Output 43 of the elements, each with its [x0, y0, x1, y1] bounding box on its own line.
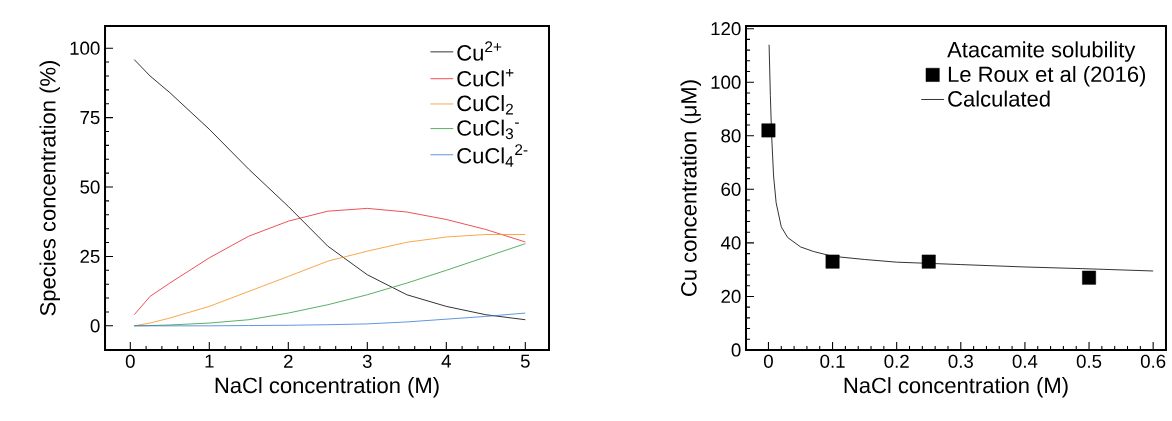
y-axis-title: Species concentration (%) — [39, 61, 60, 316]
legend-label: Cu$^{2+}$ — [457, 41, 502, 61]
legend-label: CuCl$_{3}$- — [457, 119, 519, 140]
x-tick-label: 1 — [205, 354, 214, 368]
line-series — [133, 59, 526, 321]
x-tick-label: 4 — [441, 354, 451, 368]
x-tick-label: 3 — [362, 354, 372, 368]
legend-label: CuCl$^{+}$ — [457, 69, 514, 87]
point — [1082, 270, 1096, 285]
x-tick-label: 0 — [125, 354, 135, 368]
y-tick-label: 100 — [70, 41, 100, 55]
point — [761, 123, 776, 138]
y-axis-title: Cu concentration (μM) — [680, 80, 701, 296]
y-tick-label: 40 — [720, 236, 741, 250]
x-tick-label: 0 — [763, 354, 773, 368]
y-tick-label: 20 — [721, 289, 741, 304]
y-tick-label: 80 — [721, 129, 741, 143]
x-tick-label: 0.3 — [948, 354, 973, 368]
y-tick-label: 120 — [711, 22, 741, 36]
y-tick-label: 60 — [721, 182, 741, 196]
legend-title: Atacamite solubility — [947, 41, 1136, 62]
x-tick-label: 0.4 — [1012, 354, 1038, 368]
legend-label: CuCl$_{2}$ — [457, 95, 513, 115]
x-tick-label: 0.1 — [820, 354, 845, 368]
point — [921, 254, 936, 269]
x-tick-label: 0.5 — [1076, 354, 1102, 368]
point — [825, 254, 840, 269]
y-tick-label: 50 — [80, 180, 100, 194]
y-tick-label: 25 — [80, 249, 100, 264]
x-tick-label: 2 — [284, 354, 293, 368]
y-tick-label: 0 — [90, 319, 100, 333]
x-tick-label: 5 — [520, 354, 530, 368]
legend-label: Calculated — [948, 90, 1050, 107]
x-axis-title: NaCl concentration (M) — [215, 377, 439, 398]
line-series — [133, 208, 526, 316]
legend-label: CuCl$_{4}$2- — [457, 144, 528, 167]
y-tick-label: 100 — [711, 75, 741, 89]
x-tick-label: 0.6 — [1140, 354, 1166, 368]
y-tick-label: 0 — [731, 343, 741, 357]
x-tick-label: 0.2 — [884, 354, 909, 368]
x-axis-title: NaCl concentration (M) — [844, 377, 1068, 398]
y-tick-label: 75 — [80, 111, 100, 125]
legend-label: Le Roux et al (2016) — [948, 65, 1146, 87]
